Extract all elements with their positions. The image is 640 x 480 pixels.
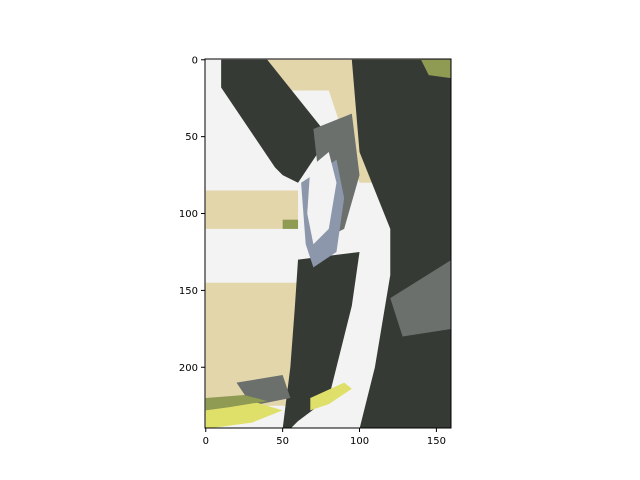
region-cream-left-lower: [205, 282, 299, 406]
y-tick-label: 100: [179, 209, 198, 220]
x-tick-label: 50: [276, 436, 289, 447]
y-tick-label: 200: [179, 363, 198, 374]
region-olive-corner: [421, 59, 451, 79]
region-dark-leg: [282, 251, 360, 428]
region-cream-left-band: [205, 190, 299, 229]
region-olive-foot-left: [205, 394, 268, 411]
y-tick-label: 150: [179, 286, 198, 297]
region-yellow-foot-right: [310, 382, 352, 411]
region-dark-diagonal-band: [221, 59, 329, 183]
y-tick-label: 50: [185, 132, 198, 143]
region-gray-shadow-a: [390, 260, 451, 337]
region-olive-leaf: [282, 219, 299, 229]
x-tick-label: 0: [203, 436, 209, 447]
region-dark-right-mass: [351, 59, 451, 428]
y-tick-label: 0: [192, 55, 198, 66]
region-yellow-foot-left: [205, 401, 283, 428]
plot-frame: [204, 58, 452, 429]
x-tick-label: 100: [350, 436, 369, 447]
plot-area: [204, 58, 452, 429]
x-axis: 0 50 100 150: [203, 428, 446, 447]
image-regions: [205, 59, 451, 428]
x-tick-label: 150: [427, 436, 446, 447]
y-axis: 0 50 100 150 200: [179, 55, 205, 374]
region-white-cloth: [307, 152, 337, 245]
